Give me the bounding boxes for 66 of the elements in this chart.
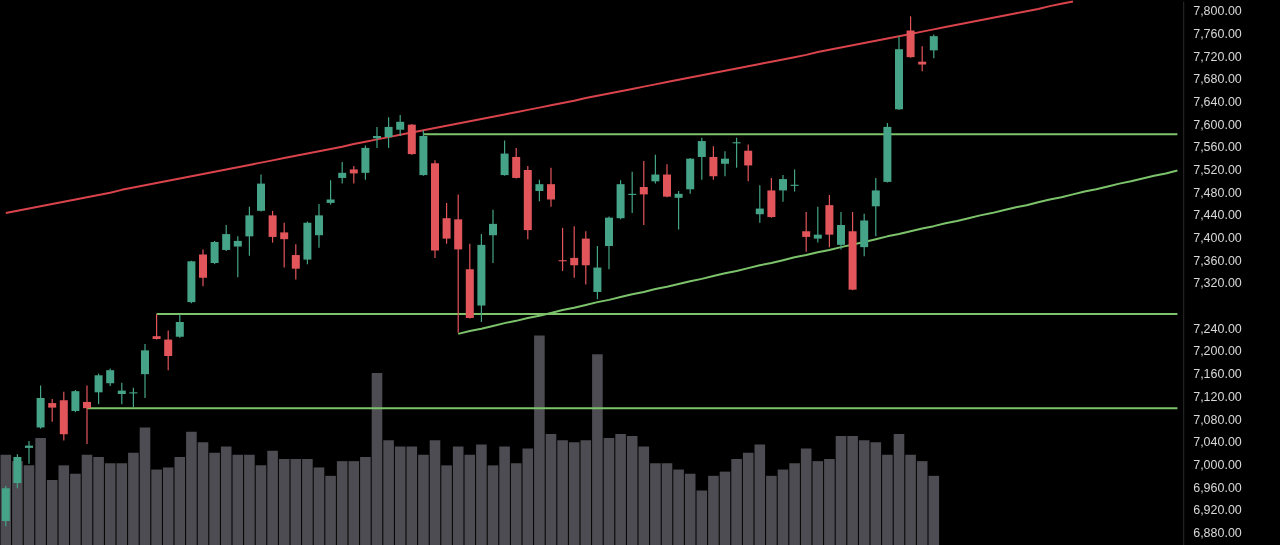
candlestick: [778, 174, 787, 203]
y-tick-label: 7,320.00: [1193, 276, 1242, 291]
candlestick: [697, 137, 706, 181]
line-series: [4, 0, 1074, 215]
candlestick: [709, 145, 718, 181]
candlestick: [813, 206, 822, 244]
y-tick-label: 7,560.00: [1193, 140, 1242, 155]
candlestick: [152, 313, 161, 341]
candlestick: [442, 202, 451, 245]
y-tick-label: 7,680.00: [1193, 72, 1242, 87]
candlestick: [396, 114, 405, 137]
candlestick: [71, 389, 80, 413]
candlestick: [338, 161, 347, 185]
candlestick: [535, 179, 544, 202]
y-tick-label: 7,080.00: [1193, 412, 1242, 427]
candlestick: [233, 235, 242, 278]
candlestick: [210, 240, 219, 265]
y-tick-label: 7,600.00: [1193, 117, 1242, 132]
y-tick-label: 6,920.00: [1193, 503, 1242, 518]
candlestick: [245, 206, 254, 257]
y-tick-label: 7,160.00: [1193, 367, 1242, 382]
candlestick: [744, 143, 753, 182]
candlestick: [175, 314, 184, 339]
candlestick: [674, 190, 683, 231]
candlestick: [141, 343, 149, 399]
candlestick: [326, 179, 335, 206]
y-tick-label: 6,880.00: [1193, 525, 1242, 540]
candlestick: [802, 211, 811, 253]
y-tick-label: 7,200.00: [1193, 344, 1242, 359]
candlestick: [500, 139, 509, 177]
candlestick: [871, 177, 880, 237]
candlestick: [918, 45, 927, 72]
candlestick: [83, 384, 91, 445]
candlestick: [48, 398, 57, 423]
candlestick: [512, 147, 521, 180]
candlestick: [268, 210, 277, 244]
candlestick: [164, 329, 173, 371]
y-tick-label: 7,240.00: [1193, 321, 1242, 336]
y-tick-label: 7,720.00: [1193, 49, 1242, 64]
y-tick-label: 7,640.00: [1193, 94, 1242, 109]
candlestick: [94, 373, 103, 405]
candlestick: [489, 209, 497, 264]
candlestick: [929, 33, 938, 59]
y-tick-label: 7,120.00: [1193, 389, 1242, 404]
y-tick-label: 7,520.00: [1193, 163, 1242, 177]
y-tick-label: 7,360.00: [1193, 253, 1242, 268]
y-tick-label: 7,800.00: [1193, 4, 1242, 19]
y-tick-label: 7,440.00: [1193, 208, 1242, 223]
y-tick-label: 7,000.00: [1193, 457, 1242, 472]
y-tick-label: 7,760.00: [1193, 26, 1242, 41]
candlestick: [222, 224, 231, 252]
candlestick: [639, 160, 648, 226]
candlestick: [720, 150, 729, 177]
candlestick: [291, 243, 300, 281]
y-tick-label: 6,960.00: [1193, 480, 1242, 495]
y-tick-label: 7,480.00: [1193, 185, 1242, 200]
candlestick: [384, 116, 393, 149]
candlestick: [546, 167, 555, 208]
candlestick: [199, 248, 207, 287]
y-tick-label: 7,400.00: [1193, 231, 1242, 246]
y-tick-label: 7,040.00: [1193, 435, 1242, 450]
candlestick: [570, 225, 579, 279]
candlestick: [280, 222, 289, 269]
candlestick: [315, 203, 323, 249]
candlestick: [836, 211, 845, 250]
candlestick: [662, 163, 671, 198]
